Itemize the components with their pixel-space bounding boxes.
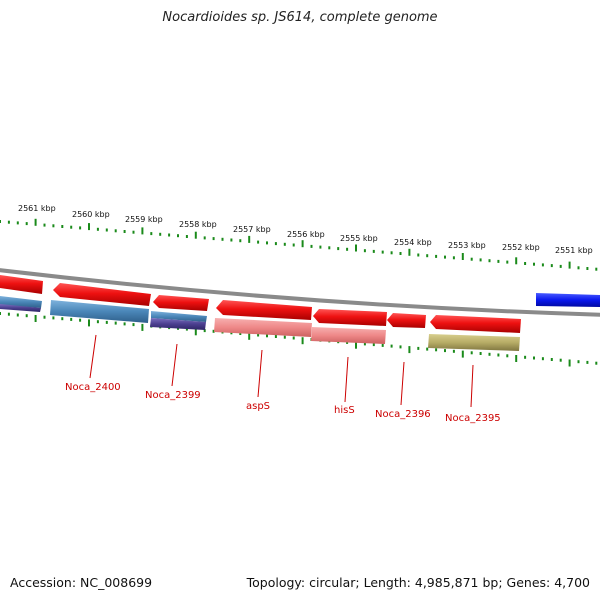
scale-label: 2558 kbp bbox=[179, 220, 217, 229]
scale-label: 2551 kbp bbox=[555, 246, 593, 255]
scale-label: 2557 kbp bbox=[233, 225, 271, 234]
reverse-strand-cds bbox=[0, 275, 521, 333]
scale-label: 2552 kbp bbox=[502, 243, 540, 252]
feature-bar-blue bbox=[151, 311, 207, 322]
feature-bar-pink bbox=[214, 318, 312, 337]
forward-cds-feature bbox=[536, 293, 600, 307]
feature-bar-purple bbox=[150, 318, 206, 330]
scale-label: 2556 kbp bbox=[287, 230, 325, 239]
feature-bar-blue bbox=[50, 300, 149, 323]
outer-tick-marks bbox=[0, 218, 598, 271]
genome-backbone bbox=[0, 268, 600, 317]
gene-leader-line bbox=[89, 334, 97, 379]
gene-labels: Noca_2400 Noca_2399 aspS hisS Noca_2396 Noca_… bbox=[65, 334, 501, 424]
gene-label: Noca_2400 bbox=[65, 382, 121, 393]
gene-leader-line bbox=[171, 343, 178, 387]
annotation-features bbox=[0, 296, 520, 351]
gene-leader-line bbox=[400, 361, 405, 406]
gene-label: aspS bbox=[246, 401, 270, 412]
feature-bar-khaki bbox=[428, 334, 520, 351]
cds-arrow bbox=[0, 275, 43, 294]
gene-label: Noca_2395 bbox=[445, 413, 501, 424]
scale-label: 2560 kbp bbox=[72, 210, 110, 219]
scale-label: 2554 kbp bbox=[394, 238, 432, 247]
gene-label: hisS bbox=[334, 405, 355, 416]
map-title: Nocardioides sp. JS614, complete genome bbox=[162, 10, 438, 25]
cds-arrow bbox=[53, 283, 151, 306]
cds-arrow bbox=[430, 315, 521, 333]
cds-arrow bbox=[313, 309, 387, 326]
scale-label: 2553 kbp bbox=[448, 241, 486, 250]
scale-label: 2559 kbp bbox=[125, 215, 163, 224]
feature-bar-purple bbox=[0, 304, 41, 312]
scale-labels: 2561 kbp 2560 kbp 2559 kbp 2558 kbp 2557 kbp… bbox=[18, 204, 593, 255]
gene-label: Noca_2396 bbox=[375, 409, 431, 420]
cds-arrow bbox=[153, 295, 209, 311]
forward-strand-features bbox=[536, 293, 600, 307]
gene-leader-line bbox=[470, 364, 474, 408]
feature-bar-blue bbox=[0, 296, 42, 308]
accession-label: Accession: NC_008699 bbox=[10, 575, 153, 590]
genome-summary: Topology: circular; Length: 4,985,871 bp… bbox=[246, 575, 590, 590]
cds-arrow bbox=[216, 300, 312, 320]
feature-bar-pink bbox=[311, 327, 386, 344]
scale-label: 2561 kbp bbox=[18, 204, 56, 213]
scale-label: 2555 kbp bbox=[340, 234, 378, 243]
gene-leader-line bbox=[344, 356, 349, 403]
gene-leader-line bbox=[257, 349, 263, 398]
gene-label: Noca_2399 bbox=[145, 390, 201, 401]
cds-arrow bbox=[387, 313, 426, 328]
